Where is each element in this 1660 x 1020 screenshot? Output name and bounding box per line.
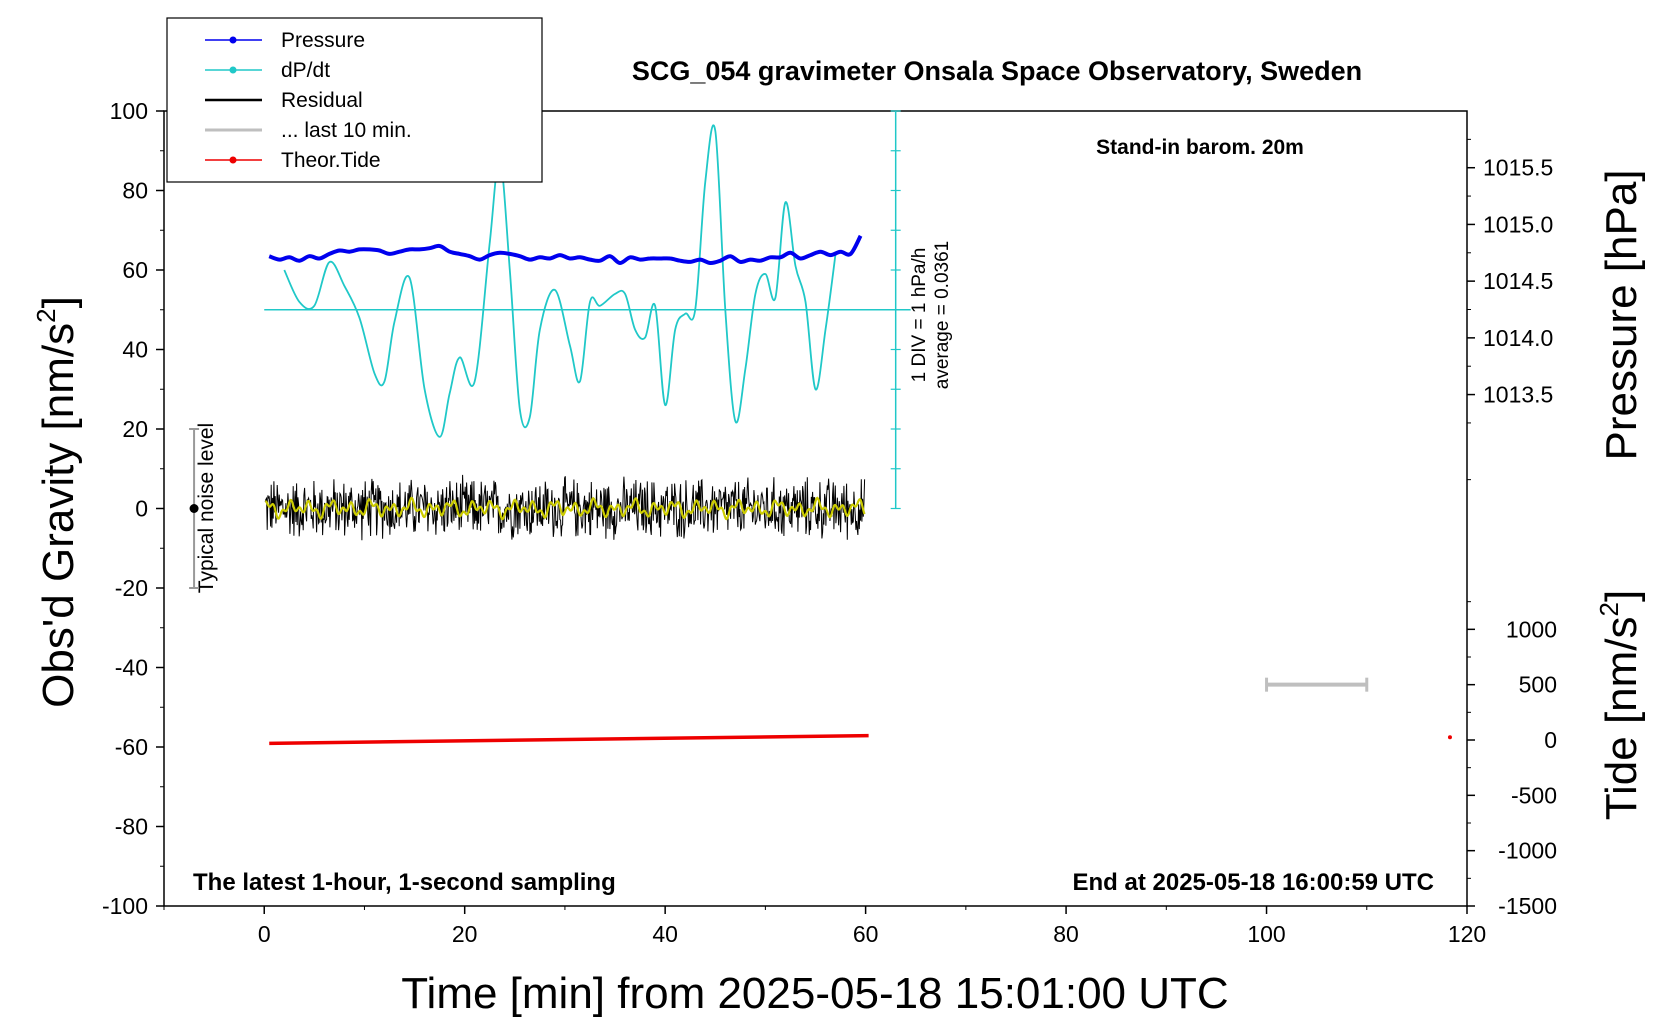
x-tick-label: 20 <box>452 921 478 947</box>
residual-line <box>264 474 866 541</box>
tide-axis-title-close: ] <box>1597 590 1646 602</box>
barometer-annotation: Stand-in barom. 20m <box>1096 136 1304 159</box>
data-series <box>189 110 1452 746</box>
y-tick-label: 100 <box>110 98 148 124</box>
pressure-tick-label: 1015.0 <box>1483 211 1553 237</box>
pressure-tick-label: 1015.5 <box>1483 155 1553 181</box>
x-tick-label: 120 <box>1448 921 1486 947</box>
x-tick-label: 80 <box>1053 921 1079 947</box>
y-tick-label: 20 <box>122 416 148 442</box>
legend: Pressure dP/dt Residual ... last 10 min. The… <box>166 17 543 183</box>
tide-axis-title-main: Tide [nm/s <box>1597 616 1646 820</box>
y-tick-label: -40 <box>115 655 148 681</box>
sampling-annotation: The latest 1-hour, 1-second sampling <box>193 869 616 896</box>
x-tick-label: 0 <box>258 921 271 947</box>
legend-marker <box>229 66 237 74</box>
y-tick-label: -20 <box>115 575 148 601</box>
legend-marker <box>229 36 237 44</box>
tide-tick-label: -1000 <box>1498 838 1557 864</box>
tide-tick-label: 500 <box>1519 672 1557 698</box>
tide-tick-label: 0 <box>1544 727 1557 753</box>
legend-entry: Residual <box>281 89 363 112</box>
legend-marker <box>229 156 237 164</box>
dpdt-average-label: average = 0.0361 <box>932 241 953 389</box>
legend-entry: Theor.Tide <box>281 149 381 172</box>
tide-tick-label: -1500 <box>1498 893 1557 919</box>
noise-bar-center <box>189 504 199 513</box>
y-tick-label: 0 <box>135 496 148 522</box>
pressure-line <box>268 234 863 266</box>
tick-labels: 0 20 40 60 80 100 120 100 80 60 40 20 0 -20 -40 -60 -80 -… <box>102 98 1557 947</box>
y-tick-label: 60 <box>122 257 148 283</box>
chart-title: SCG_054 gravimeter Onsala Space Observat… <box>632 56 1362 86</box>
y-axis-title-left-close: ] <box>34 296 83 308</box>
x-tick-label: 60 <box>853 921 879 947</box>
tide-tick-label: 1000 <box>1506 616 1557 642</box>
y-axis-title-left-main: Obs'd Gravity [nm/s <box>34 323 83 708</box>
x-axis-title: Time [min] from 2025-05-18 15:01:00 UTC <box>401 969 1228 1018</box>
y-tick-label: 40 <box>122 337 148 363</box>
legend-entry: Pressure <box>281 29 365 52</box>
noise-level-label: Typical noise level <box>195 423 218 593</box>
y-tick-label: 80 <box>122 178 148 204</box>
pressure-tick-label: 1014.0 <box>1483 325 1553 351</box>
pressure-tick-label: 1013.5 <box>1483 382 1553 408</box>
tide-axis-title-sup: 2 <box>1594 602 1624 616</box>
end-time-annotation: End at 2025-05-18 16:00:59 UTC <box>1073 869 1435 896</box>
tide-line <box>269 733 869 746</box>
y-tick-label: -100 <box>102 893 148 919</box>
legend-entry: ... last 10 min. <box>281 119 412 142</box>
tide-extra-point <box>1447 735 1452 740</box>
tick-marks <box>156 110 1475 914</box>
y-axis-title-left: Obs'd Gravity [nm/s2] <box>31 296 83 708</box>
y-tick-label: -60 <box>115 734 148 760</box>
tide-tick-label: -500 <box>1511 782 1557 808</box>
y-tick-label: -80 <box>115 814 148 840</box>
legend-entry: dP/dt <box>281 59 330 82</box>
dpdt-line <box>283 124 837 438</box>
x-tick-label: 40 <box>652 921 678 947</box>
tide-axis-title: Tide [nm/s2] <box>1594 590 1646 820</box>
pressure-tick-label: 1014.5 <box>1483 268 1553 294</box>
y-axis-title-left-sup: 2 <box>31 308 61 322</box>
x-tick-label: 100 <box>1247 921 1285 947</box>
residual-smoothed-line <box>265 496 866 521</box>
dpdt-scale-label: 1 DIV = 1 hPa/h <box>909 248 930 383</box>
pressure-axis-title: Pressure [hPa] <box>1597 169 1646 460</box>
